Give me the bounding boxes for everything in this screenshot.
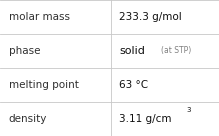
Text: 63 °C: 63 °C — [119, 80, 148, 90]
Text: melting point: melting point — [9, 80, 79, 90]
Text: 3: 3 — [186, 107, 191, 113]
Text: (at STP): (at STP) — [161, 47, 191, 55]
Text: density: density — [9, 114, 47, 124]
Text: 233.3 g/mol: 233.3 g/mol — [119, 12, 182, 22]
Text: molar mass: molar mass — [9, 12, 70, 22]
Text: 3.11 g/cm: 3.11 g/cm — [119, 114, 172, 124]
Text: phase: phase — [9, 46, 40, 56]
Text: solid: solid — [119, 46, 145, 56]
